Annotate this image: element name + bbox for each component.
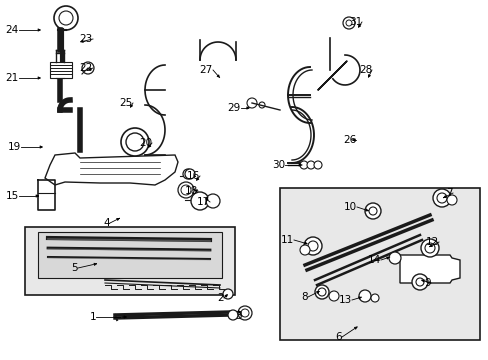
Text: 5: 5 [71, 263, 78, 273]
Bar [25, 227, 235, 295]
Circle shape [368, 207, 376, 215]
Bar [38, 232, 222, 278]
Circle shape [191, 192, 208, 210]
Text: 27: 27 [199, 65, 213, 75]
Circle shape [370, 294, 378, 302]
Circle shape [307, 241, 317, 251]
Circle shape [317, 288, 325, 296]
Circle shape [364, 203, 380, 219]
Text: 10: 10 [343, 202, 356, 212]
Text: 13: 13 [338, 295, 351, 305]
Text: 22: 22 [80, 63, 93, 73]
Text: 31: 31 [348, 17, 361, 27]
Text: 18: 18 [184, 186, 198, 196]
Text: 17: 17 [196, 197, 209, 207]
Text: 29: 29 [227, 103, 241, 113]
Text: 7: 7 [446, 188, 452, 198]
Circle shape [446, 195, 456, 205]
Circle shape [299, 161, 307, 169]
Circle shape [424, 243, 434, 253]
Bar [280, 188, 479, 340]
Text: 25: 25 [120, 98, 133, 108]
Circle shape [241, 309, 248, 317]
Circle shape [314, 285, 328, 299]
Text: 16: 16 [186, 171, 200, 181]
Text: 26: 26 [342, 135, 355, 145]
Circle shape [415, 278, 423, 286]
Circle shape [299, 245, 309, 255]
Circle shape [304, 237, 321, 255]
Text: 19: 19 [8, 142, 21, 152]
Text: 30: 30 [271, 160, 285, 170]
Text: 12: 12 [425, 237, 438, 247]
Polygon shape [45, 153, 178, 185]
Text: 8: 8 [301, 292, 307, 302]
Circle shape [126, 133, 143, 151]
Text: 24: 24 [6, 25, 19, 35]
Text: 28: 28 [358, 65, 371, 75]
Circle shape [223, 289, 232, 299]
Circle shape [82, 62, 94, 74]
Text: 14: 14 [367, 255, 380, 265]
Circle shape [358, 290, 370, 302]
Circle shape [388, 252, 400, 264]
Circle shape [184, 169, 195, 179]
Circle shape [121, 128, 149, 156]
Circle shape [420, 239, 438, 257]
Text: 4: 4 [103, 218, 110, 228]
Text: 3: 3 [235, 311, 242, 321]
Polygon shape [399, 255, 459, 283]
Circle shape [313, 161, 321, 169]
Circle shape [183, 169, 193, 179]
Text: 23: 23 [80, 34, 93, 44]
Circle shape [205, 194, 220, 208]
Circle shape [436, 193, 446, 203]
Text: 15: 15 [6, 191, 19, 201]
Text: 21: 21 [6, 73, 19, 83]
Text: 6: 6 [335, 332, 341, 342]
Circle shape [227, 310, 238, 320]
Text: 1: 1 [89, 312, 96, 322]
Text: 9: 9 [424, 278, 430, 288]
Text: 20: 20 [139, 138, 152, 148]
Bar [50, 62, 72, 78]
Text: 11: 11 [280, 235, 293, 245]
Circle shape [328, 291, 338, 301]
Circle shape [432, 189, 450, 207]
Circle shape [411, 274, 427, 290]
Text: 2: 2 [217, 293, 224, 303]
Circle shape [306, 161, 314, 169]
Circle shape [238, 306, 251, 320]
